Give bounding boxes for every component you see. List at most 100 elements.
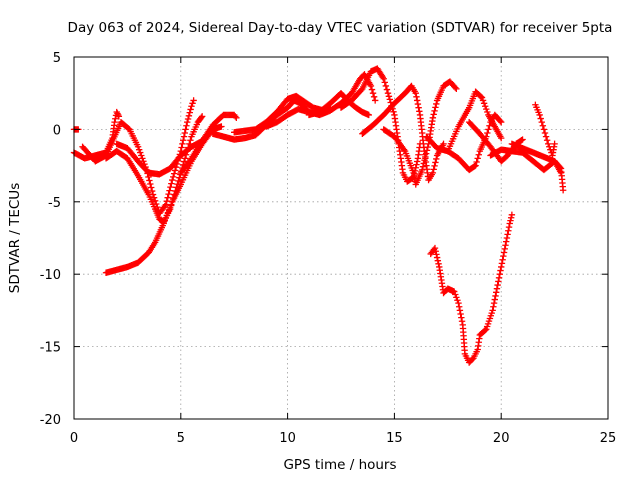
data-point [430,166,437,173]
data-point [497,117,504,125]
data-point [233,114,240,122]
y-axis-label: SDTVAR / TECUs [7,183,23,293]
data-point [181,155,189,162]
data-point [484,108,491,116]
data-point [473,158,480,166]
data-point [113,108,120,116]
data-point [559,187,567,194]
data-point [138,152,145,159]
data-point [433,100,440,108]
data-point [179,140,186,148]
series-arc-07 [177,111,240,177]
data-point [458,318,466,325]
data-point [455,303,463,310]
data-point [431,244,439,252]
data-point [494,281,501,289]
data-point [385,93,393,100]
data-point [452,291,459,298]
data-point [146,177,153,184]
series-arc-14 [380,78,460,188]
data-point [429,169,437,177]
data-point [188,103,195,110]
data-point [538,118,545,126]
x-tick-label: 5 [177,431,185,446]
data-point [503,234,511,242]
data-point [432,248,439,255]
series-arc-21 [427,211,516,366]
data-point [379,74,387,81]
data-point [506,220,513,227]
x-tick-label: 0 [70,431,78,446]
data-point [413,97,421,104]
series-arc-11 [305,90,372,119]
data-point [472,162,479,169]
data-point [551,140,558,148]
data-point [474,155,481,162]
series-arc-08 [209,97,313,143]
data-point [178,144,185,151]
data-point [477,93,485,100]
data-point [541,129,549,137]
data-point [479,97,487,104]
x-tick-label: 10 [279,431,296,446]
data-point [484,129,491,137]
data-point [189,100,196,107]
data-point [456,307,464,314]
data-point [432,104,439,111]
data-point [114,111,122,119]
series-arc-18 [487,146,567,194]
data-point [171,167,179,174]
data-point [166,187,173,194]
data-point [150,194,158,201]
data-point [181,129,189,137]
data-point [452,84,459,91]
y-tick-label: -10 [40,268,61,283]
data-point [147,180,154,188]
data-point [161,202,168,210]
data-point [431,162,438,170]
data-point [370,93,378,101]
data-point [432,159,439,166]
chart-title: Day 063 of 2024, Sidereal Day-to-day VTE… [68,20,613,36]
data-point [440,140,447,148]
series-arc-20 [532,101,558,159]
grid [74,57,608,419]
data-point [434,257,442,264]
data-point [486,122,493,129]
data-point [381,79,388,86]
data-point [507,214,515,221]
series-arc-16 [444,88,505,155]
data-point [496,271,503,278]
data-point [413,161,420,168]
data-point [422,150,430,157]
data-point [413,158,421,165]
data-point [162,201,170,208]
series-arc-03 [79,97,197,217]
data-point [557,169,565,177]
data-point [190,97,197,104]
data-point [457,310,464,318]
data-point [539,122,547,129]
data-point [418,166,426,174]
data-point [490,299,498,307]
data-point [499,256,506,263]
y-tick-label: -5 [48,196,61,211]
data-point [114,110,121,117]
data-series [70,65,567,366]
data-point [508,211,516,219]
data-point [458,314,465,321]
data-point [505,223,513,231]
data-point [498,118,505,126]
data-point [167,183,174,191]
data-point [505,227,512,234]
data-point [380,75,387,82]
data-point [504,231,511,238]
data-point [165,190,172,198]
data-point [498,134,505,142]
data-point [137,149,144,156]
data-point [415,104,422,111]
data-point [383,86,391,93]
data-point [453,294,460,301]
data-point [115,113,123,120]
data-point [543,137,551,144]
